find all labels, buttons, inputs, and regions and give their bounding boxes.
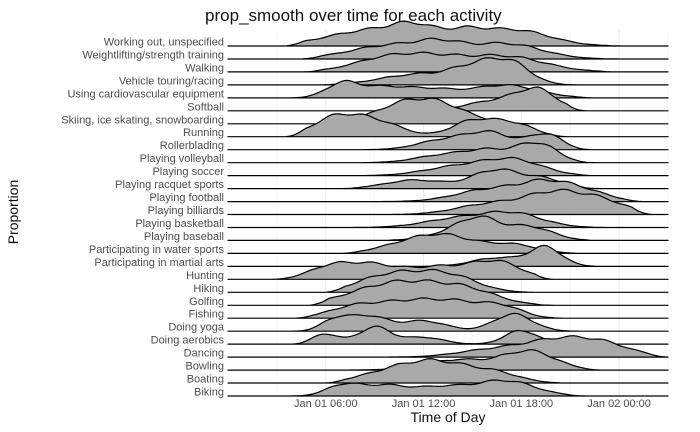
y-axis-title: Proportion: [5, 180, 21, 245]
ridge-doing-yoga: [227, 312, 669, 332]
y-tick-label: Using cardiovascular equipment: [67, 88, 224, 100]
y-tick-label: Vehicle touring/racing: [119, 75, 224, 87]
ridge-vehicle-touring-racing: [227, 57, 669, 86]
ridge-skiing-ice-skating-snowboarding: [227, 97, 669, 125]
ridge-working-out-unspecified: [227, 20, 669, 47]
ridge-playing-baseball: [227, 215, 669, 241]
ridge-boating: [227, 358, 669, 384]
y-tick-label: Boating: [187, 374, 224, 386]
ridge-golfing: [227, 279, 669, 306]
y-tick-label: Playing football: [149, 192, 224, 204]
y-tick-label: Doing yoga: [168, 322, 225, 334]
ridge-participating-in-water-sports: [227, 232, 669, 254]
y-tick-label: Skiing, ice skating, snowboarding: [61, 114, 224, 126]
ridge-playing-volleyball: [227, 142, 669, 164]
y-tick-label: Rollerblading: [160, 140, 224, 152]
x-tick-labels: Jan 01 06:00 Jan 01 12:00 Jan 01 18:00 Jan …: [294, 398, 651, 410]
ridge-dancing: [227, 335, 669, 358]
y-tick-label: Bowling: [185, 361, 224, 373]
ridge-running: [227, 113, 669, 138]
x-axis-title: Time of Day: [411, 409, 486, 425]
ridge-rollerblading: [227, 130, 669, 151]
y-tick-label: Softball: [187, 101, 224, 113]
x-tick-label: Jan 01 06:00: [294, 398, 358, 410]
ridge-weightlifting-strength-training: [227, 37, 669, 60]
y-tick-label: Weightlifting/strength training: [82, 49, 224, 61]
ridge-playing-basketball: [227, 210, 669, 229]
y-tick-label: Playing volleyball: [140, 153, 224, 165]
y-tick-label: Participating in water sports: [89, 244, 225, 256]
y-tick-label: Dancing: [184, 348, 224, 360]
y-tick-label: Hiking: [193, 283, 224, 295]
y-tick-label: Working out, unspecified: [104, 37, 224, 49]
ridge-walking: [227, 51, 669, 73]
y-tick-label: Playing soccer: [152, 166, 224, 178]
ridges-layer: [227, 20, 669, 397]
ridge-biking: [227, 379, 669, 397]
y-tick-label: Participating in martial arts: [94, 257, 224, 269]
y-tick-label: Walking: [185, 62, 224, 74]
ridge-playing-billiards: [227, 188, 669, 216]
x-tick-label: Jan 01 12:00: [392, 398, 456, 410]
ridge-bowling: [227, 349, 669, 371]
ridge-using-cardiovascular-equipment: [227, 79, 669, 99]
y-tick-label: Golfing: [189, 296, 224, 308]
x-tick-label: Jan 01 18:00: [490, 398, 554, 410]
chart-title: prop_smooth over time for each activity: [205, 6, 502, 25]
y-tick-label: Biking: [194, 387, 224, 399]
y-tick-label: Running: [183, 127, 224, 139]
y-tick-label: Playing billiards: [148, 205, 225, 217]
x-tick-label: Jan 02 00:00: [587, 398, 651, 410]
ridge-hunting: [227, 259, 669, 280]
y-tick-label: Hunting: [186, 270, 224, 282]
y-tick-label: Fishing: [189, 309, 224, 321]
y-tick-label: Playing racquet sports: [115, 179, 224, 191]
ridge-playing-soccer: [227, 156, 669, 177]
y-tick-labels: Working out, unspecifiedWeightlifting/st…: [61, 37, 225, 399]
ridge-fishing: [227, 297, 669, 319]
y-tick-label: Playing baseball: [144, 231, 224, 243]
y-tick-label: Playing basketball: [135, 218, 224, 230]
y-tick-label: Doing aerobics: [151, 335, 225, 347]
ridge-hiking: [227, 268, 669, 293]
